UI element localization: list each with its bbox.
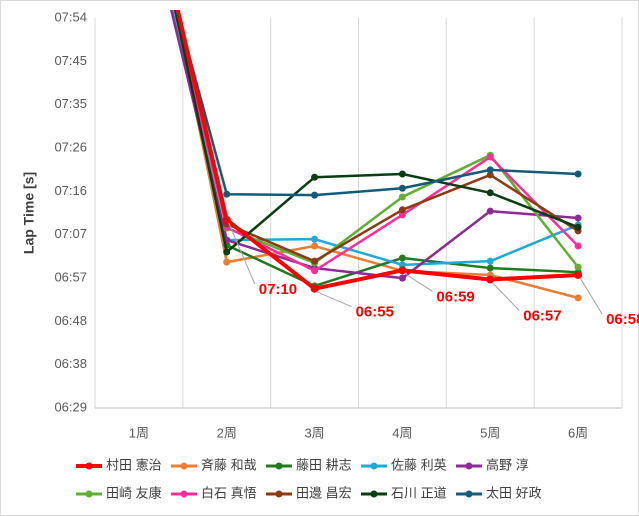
legend-label: 高野 淳 [486,457,529,472]
point [486,207,494,215]
point [398,206,406,214]
point [574,270,583,279]
point [574,223,582,231]
y-tick-label: 07:07 [54,226,87,241]
point [398,274,406,282]
plot-area [169,10,583,302]
x-tick-label: 5周 [480,425,500,440]
legend-marker [180,490,188,498]
point [398,261,406,269]
series-line [173,10,579,254]
leader-line [228,222,256,285]
series-line [175,10,579,291]
x-tick-label: 3周 [304,425,324,440]
legend-marker [85,490,93,498]
legend-label: 石川 正道 [391,485,447,500]
point [223,258,231,266]
y-tick-label: 07:45 [54,53,87,68]
leader-line [404,272,433,292]
legend-marker [275,490,283,498]
x-tick-label: 1周 [129,425,149,440]
point [574,242,582,250]
legend-label: 斉藤 和哉 [201,457,257,472]
point [311,242,319,250]
legend-marker [370,462,378,470]
y-axis-label: Lap Time [s] [21,172,37,254]
y-tick-label: 06:57 [54,269,87,284]
leader-line [491,282,520,311]
legend-marker [465,462,473,470]
data-label: 07:10 [259,281,297,298]
point [486,166,494,174]
point [398,170,406,178]
point [222,215,231,224]
point [311,257,319,265]
point [486,171,494,179]
point [486,257,494,265]
point [398,184,406,192]
point [486,264,494,272]
point [486,275,495,284]
legend-label: 白石 真悟 [201,485,257,500]
legend-label: 田崎 友康 [106,485,162,500]
point [574,263,582,271]
y-tick-label: 06:48 [54,313,87,328]
point [311,267,319,275]
y-tick-label: 07:35 [54,96,87,111]
x-tick-label: 2周 [217,425,237,440]
point [398,211,406,219]
x-tick-label: 4周 [392,425,412,440]
y-tick-label: 06:38 [54,356,87,371]
y-tick-label: 07:26 [54,139,87,154]
legend-label: 藤田 耕志 [296,457,352,472]
legend-label: 佐藤 利英 [391,457,447,472]
point [311,191,319,199]
legend-marker [465,490,473,498]
point [223,248,231,256]
legend-label: 太田 好政 [486,485,542,500]
leader-line [579,277,603,315]
leader-line [316,291,352,308]
data-label: 06:58 [606,311,639,328]
point [310,284,319,293]
data-label: 06:59 [436,288,474,305]
point [486,153,494,161]
legend-label: 村田 憲治 [106,457,162,472]
point [574,294,582,302]
y-tick-label: 07:16 [54,183,87,198]
point [486,189,494,197]
legend-marker [370,490,378,498]
point [223,190,231,198]
series-line [175,10,579,197]
point [311,173,319,181]
data-label: 06:57 [523,307,561,324]
point [398,193,406,201]
point [398,254,406,262]
y-tick-label: 07:54 [54,9,87,24]
x-tick-label: 6周 [568,425,588,440]
point [398,266,407,275]
point [574,170,582,178]
legend-marker [85,462,93,470]
point [311,235,319,243]
data-label: 06:55 [356,304,394,321]
y-tick-label: 06:29 [54,399,87,414]
legend-label: 田邊 昌宏 [296,485,352,500]
point [574,214,582,222]
legend-marker [180,462,188,470]
legend-marker [275,462,283,470]
